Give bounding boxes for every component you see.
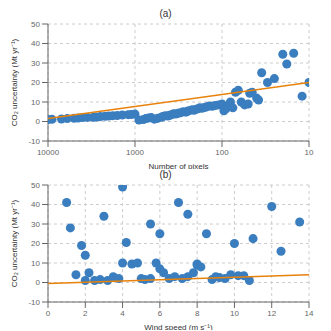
svg-text:50: 50 [31, 181, 40, 190]
svg-text:-10: -10 [28, 137, 40, 146]
svg-text:8: 8 [195, 309, 200, 318]
svg-text:40: 40 [31, 200, 40, 209]
svg-text:4: 4 [120, 309, 125, 318]
svg-text:Number of pixels: Number of pixels [148, 162, 208, 169]
svg-text:40: 40 [31, 39, 40, 48]
svg-text:20: 20 [31, 239, 40, 248]
svg-text:CO₂ uncertainty (Mt yr⁻¹): CO₂ uncertainty (Mt yr⁻¹) [10, 199, 19, 287]
svg-text:0: 0 [46, 309, 51, 318]
svg-text:2: 2 [83, 309, 88, 318]
svg-text:10: 10 [31, 259, 40, 268]
svg-text:6: 6 [158, 309, 163, 318]
svg-text:10000: 10000 [37, 148, 60, 157]
svg-text:14: 14 [305, 309, 314, 318]
svg-text:10: 10 [230, 309, 239, 318]
svg-text:30: 30 [31, 59, 40, 68]
svg-text:0: 0 [36, 278, 41, 287]
svg-text:Wind speed (m s⁻¹): Wind speed (m s⁻¹) [144, 323, 213, 330]
svg-text:1000: 1000 [126, 148, 144, 157]
html-text:(b): (b) [159, 169, 172, 180]
svg-text:50: 50 [31, 20, 40, 29]
svg-text:10: 10 [305, 148, 314, 157]
svg-text:100: 100 [215, 148, 229, 157]
svg-text:10: 10 [31, 98, 40, 107]
svg-text:30: 30 [31, 220, 40, 229]
svg-text:CO₂ uncertainty (Mt yr⁻¹): CO₂ uncertainty (Mt yr⁻¹) [10, 38, 19, 126]
svg-text:0: 0 [36, 117, 41, 126]
svg-text:20: 20 [31, 78, 40, 87]
html-text:(a): (a) [159, 8, 172, 19]
svg-text:12: 12 [267, 309, 276, 318]
svg-text:-10: -10 [28, 298, 40, 307]
